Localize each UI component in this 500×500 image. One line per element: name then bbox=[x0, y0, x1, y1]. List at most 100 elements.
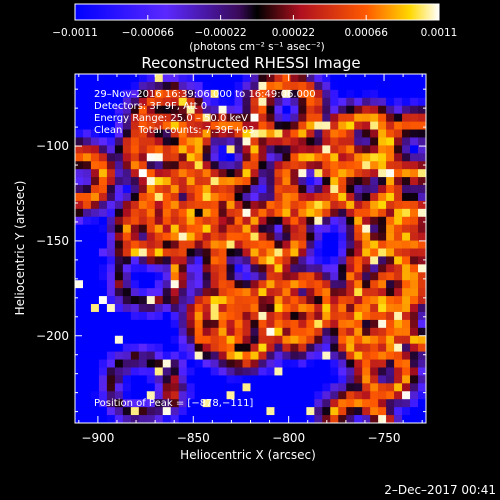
heatmap-cell bbox=[106, 399, 116, 408]
heatmap-cell bbox=[370, 343, 379, 352]
heatmap-cell bbox=[234, 272, 243, 281]
x-axis-label: Heliocentric X (arcsec) bbox=[180, 448, 316, 462]
heatmap-cell bbox=[146, 121, 156, 130]
heatmap-cell bbox=[338, 319, 347, 329]
heatmap-cell bbox=[178, 304, 187, 313]
heatmap-cell bbox=[75, 311, 84, 321]
heatmap-cell bbox=[210, 343, 219, 352]
heatmap-cell bbox=[354, 185, 363, 194]
heatmap-cell bbox=[282, 359, 291, 368]
heatmap-cell bbox=[330, 224, 339, 233]
heatmap-cell bbox=[170, 319, 180, 329]
heatmap-cell bbox=[98, 105, 108, 114]
heatmap-cell bbox=[346, 391, 355, 400]
heatmap-cell bbox=[306, 185, 315, 194]
heatmap-cell bbox=[378, 296, 387, 305]
heatmap-cell bbox=[178, 327, 187, 337]
heatmap-cell bbox=[370, 169, 379, 178]
heatmap-cell bbox=[82, 200, 92, 210]
heatmap-cell bbox=[266, 351, 275, 360]
heatmap-cell bbox=[98, 97, 108, 107]
heatmap-cell bbox=[122, 137, 132, 146]
heatmap-cell bbox=[258, 216, 267, 225]
heatmap-cell bbox=[170, 145, 180, 154]
heatmap-cell bbox=[154, 391, 164, 400]
heatmap-cell bbox=[258, 327, 267, 337]
heatmap-cell bbox=[394, 192, 403, 202]
heatmap-cell bbox=[138, 391, 148, 400]
heatmap-cell bbox=[194, 240, 203, 249]
heatmap-cell bbox=[82, 375, 92, 384]
heatmap-cell bbox=[234, 391, 243, 400]
heatmap-cell bbox=[274, 359, 283, 368]
heatmap-cell bbox=[314, 272, 323, 281]
heatmap-cell bbox=[274, 272, 283, 281]
heatmap-cell bbox=[138, 351, 148, 360]
heatmap-cell bbox=[114, 192, 124, 202]
heatmap-cell bbox=[75, 415, 84, 423]
heatmap-cell bbox=[122, 264, 132, 273]
heatmap-cell bbox=[266, 319, 275, 329]
heatmap-cell bbox=[402, 240, 411, 249]
heatmap-cell bbox=[98, 415, 108, 423]
heatmap-cell bbox=[146, 304, 156, 313]
heatmap-cell bbox=[314, 399, 323, 408]
heatmap-cell bbox=[418, 129, 426, 138]
heatmap-cell bbox=[298, 177, 307, 186]
heatmap-cell bbox=[234, 153, 243, 162]
heatmap-cell bbox=[186, 311, 195, 321]
heatmap-cell bbox=[322, 256, 331, 265]
heatmap-cell bbox=[386, 169, 395, 178]
heatmap-cell bbox=[370, 81, 379, 91]
heatmap-cell bbox=[114, 343, 124, 352]
heatmap-cell bbox=[178, 335, 187, 344]
heatmap-cell bbox=[178, 81, 187, 91]
heatmap-cell bbox=[354, 296, 363, 305]
colorbar-tick-label: 0.00066 bbox=[344, 27, 388, 39]
heatmap-cell bbox=[354, 256, 363, 265]
heatmap-cell bbox=[226, 359, 235, 368]
heatmap-cell bbox=[378, 272, 387, 281]
heatmap-cell bbox=[290, 351, 299, 360]
heatmap-cell bbox=[306, 248, 315, 257]
heatmap-cell bbox=[98, 280, 108, 289]
heatmap-cell bbox=[162, 399, 172, 408]
heatmap-cell bbox=[250, 319, 259, 329]
heatmap-cell bbox=[218, 296, 227, 305]
heatmap-cell bbox=[210, 89, 219, 99]
x-tick-label: −800 bbox=[272, 431, 305, 445]
heatmap-cell bbox=[122, 391, 132, 400]
heatmap-cell bbox=[130, 240, 140, 249]
heatmap-cell bbox=[194, 113, 203, 122]
heatmap-cell bbox=[418, 375, 426, 384]
heatmap-cell bbox=[314, 327, 323, 337]
heatmap-cell bbox=[178, 343, 187, 352]
heatmap-cell bbox=[75, 192, 84, 202]
heatmap-cell bbox=[370, 407, 379, 416]
heatmap-cell bbox=[298, 288, 307, 297]
heatmap-cell bbox=[242, 113, 251, 122]
heatmap-cell bbox=[330, 272, 339, 281]
heatmap-cell bbox=[402, 169, 411, 178]
heatmap-cell bbox=[90, 272, 100, 281]
heatmap-cell bbox=[146, 391, 156, 400]
heatmap-cell bbox=[90, 343, 100, 352]
heatmap-cell bbox=[226, 208, 235, 218]
heatmap-cell bbox=[178, 288, 187, 297]
heatmap-cell bbox=[146, 169, 156, 178]
heatmap-cell bbox=[418, 319, 426, 329]
heatmap-cell bbox=[218, 169, 227, 178]
heatmap-cell bbox=[170, 359, 180, 368]
heatmap-cell bbox=[226, 81, 235, 91]
heatmap-cell bbox=[242, 97, 251, 107]
x-tick-label: −900 bbox=[81, 431, 114, 445]
heatmap-cell bbox=[306, 161, 315, 170]
heatmap-cell bbox=[242, 375, 251, 384]
heatmap-cell bbox=[322, 383, 331, 392]
heatmap-cell bbox=[226, 351, 235, 360]
heatmap-cell bbox=[194, 208, 203, 218]
heatmap-cell bbox=[186, 97, 195, 107]
heatmap-cell bbox=[378, 208, 387, 218]
heatmap-cell bbox=[170, 224, 180, 233]
heatmap-cell bbox=[338, 97, 347, 107]
